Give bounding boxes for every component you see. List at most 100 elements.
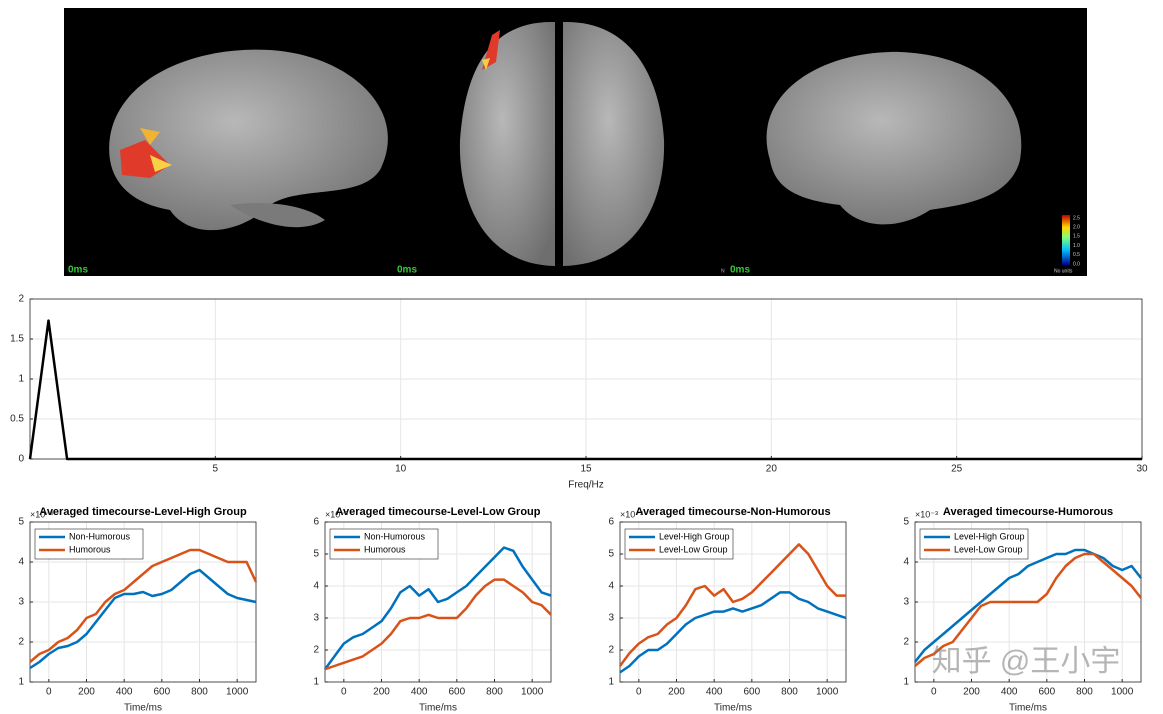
y-tick-label: 2: [18, 294, 24, 305]
brain-left-view: [109, 49, 388, 231]
legend-label: Level-Low Group: [659, 544, 728, 554]
orientation-label: N: [721, 268, 725, 274]
y-tick-label: 2: [903, 637, 909, 648]
y-tick-label: 1: [608, 677, 614, 688]
colorbar-tick-label: 2.0: [1073, 225, 1080, 231]
colorbar: [1062, 215, 1070, 265]
y-tick-label: 4: [313, 581, 319, 592]
x-tick-label: 600: [743, 687, 760, 698]
chart-title: Averaged timecourse-Humorous: [943, 506, 1113, 518]
legend-box: [329, 528, 439, 560]
x-tick-label: 25: [951, 464, 963, 475]
chart-title: Averaged timecourse-Level-Low Group: [336, 506, 541, 518]
x-tick-label: 5: [213, 464, 219, 475]
x-tick-label: 600: [1038, 687, 1055, 698]
series-line: [914, 552, 1142, 667]
brain-top-right-hemisphere: [563, 21, 665, 266]
axes-box: [324, 521, 552, 683]
series-line: [323, 546, 552, 670]
x-tick-label: 600: [448, 687, 465, 698]
y-tick-label: 3: [608, 613, 614, 624]
activation-blob: [482, 58, 490, 70]
time-label: 0ms: [68, 265, 88, 276]
chart: 5 10 15 20 25 30 0 0.5 1 1.5 2 Freq/Hz: [10, 294, 1148, 491]
brain-top-left-hemisphere: [459, 21, 555, 266]
legend-label: Level-High Group: [954, 531, 1025, 541]
series-line: [29, 548, 258, 663]
legend-label: Level-Low Group: [954, 544, 1023, 554]
x-tick-label: 200: [963, 687, 980, 698]
brain-panel: 0ms 0ms N 0ms 2.5 2.0 1.5 1.0 0.5 0.0 No unit…: [64, 8, 1087, 276]
chart: 0 200 400 600 800 1000 1 2 3 4 5 Averaged timecours…: [18, 506, 258, 714]
legend-box: [919, 528, 1029, 560]
x-tick-label: 800: [191, 687, 208, 698]
x-axis-label: Time/ms: [419, 703, 457, 714]
legend-box: [624, 528, 734, 560]
x-tick-label: 1000: [521, 687, 544, 698]
brain-cerebellum: [230, 203, 325, 228]
y-tick-label: 5: [903, 517, 909, 528]
chart: 0 200 400 600 800 1000 1 2 3 4 5 6 Averaged timecour…: [608, 506, 847, 714]
x-tick-label: 600: [153, 687, 170, 698]
activation-blob: [150, 155, 172, 172]
y-tick-label: 4: [608, 581, 614, 592]
series-line: [618, 543, 846, 667]
time-label: 0ms: [397, 265, 417, 276]
x-tick-label: 30: [1136, 464, 1148, 475]
brain-right-view: [766, 51, 1022, 225]
x-tick-label: 200: [668, 687, 685, 698]
x-axis-label: Time/ms: [124, 703, 162, 714]
colorbar-tick-label: 0.0: [1073, 261, 1080, 267]
x-tick-label: 800: [781, 687, 798, 698]
legend-label: Non-Humorous: [69, 531, 131, 541]
y-tick-label: 5: [608, 549, 614, 560]
y-tick-label: 1: [903, 677, 909, 688]
activation-blob: [140, 128, 160, 145]
y-tick-label: 0.5: [10, 414, 24, 425]
y-tick-label: 4: [903, 557, 909, 568]
x-tick-label: 800: [1076, 687, 1093, 698]
y-tick-label: 1.5: [10, 334, 24, 345]
x-axis-label: Freq/Hz: [568, 480, 604, 491]
y-multiplier: ×10⁻³: [325, 509, 348, 519]
y-tick-label: 3: [313, 613, 319, 624]
colorbar-tick-label: 1.0: [1073, 243, 1080, 249]
x-tick-label: 20: [766, 464, 778, 475]
x-axis-label: Time/ms: [714, 703, 752, 714]
series-line: [324, 578, 552, 671]
series-line: [914, 548, 1142, 663]
y-tick-label: 5: [313, 549, 319, 560]
y-tick-label: 0: [18, 454, 24, 465]
y-tick-label: 4: [18, 557, 24, 568]
y-tick-label: 5: [18, 517, 24, 528]
series-line: [619, 591, 847, 674]
colorbar-label: No units: [1054, 268, 1073, 274]
x-tick-label: 0: [931, 687, 937, 698]
legend-label: Non-Humorous: [364, 531, 426, 541]
y-tick-label: 1: [18, 677, 24, 688]
y-tick-label: 3: [903, 597, 909, 608]
x-tick-label: 400: [706, 687, 723, 698]
x-tick-label: 10: [395, 464, 407, 475]
x-tick-label: 1000: [226, 687, 249, 698]
axes-box: [914, 521, 1142, 683]
x-tick-label: 400: [411, 687, 428, 698]
chart-title: Averaged timecourse-Non-Humorous: [635, 506, 830, 518]
colorbar-ticks: 2.5 2.0 1.5 1.0 0.5 0.0: [1073, 215, 1080, 267]
legend-label: Level-High Group: [659, 531, 730, 541]
y-tick-label: 3: [18, 597, 24, 608]
y-multiplier: ×10⁻³: [915, 509, 938, 519]
legend-box: [34, 528, 144, 560]
x-tick-label: 0: [46, 687, 52, 698]
x-tick-label: 400: [1001, 687, 1018, 698]
y-tick-label: 1: [18, 374, 24, 385]
x-axis-label: Time/ms: [1009, 703, 1047, 714]
chart-title: Averaged timecourse-Level-High Group: [39, 506, 247, 518]
chart: 0 200 400 600 800 1000 1 2 3 4 5 Averaged timecours…: [903, 506, 1142, 714]
legend-label: Humorous: [364, 544, 406, 554]
chart: 0 200 400 600 800 1000 1 2 3 4 5 6 Averaged timecour…: [313, 506, 552, 714]
series-line: [28, 319, 1142, 461]
x-tick-label: 0: [636, 687, 642, 698]
colorbar-tick-label: 2.5: [1073, 215, 1080, 221]
